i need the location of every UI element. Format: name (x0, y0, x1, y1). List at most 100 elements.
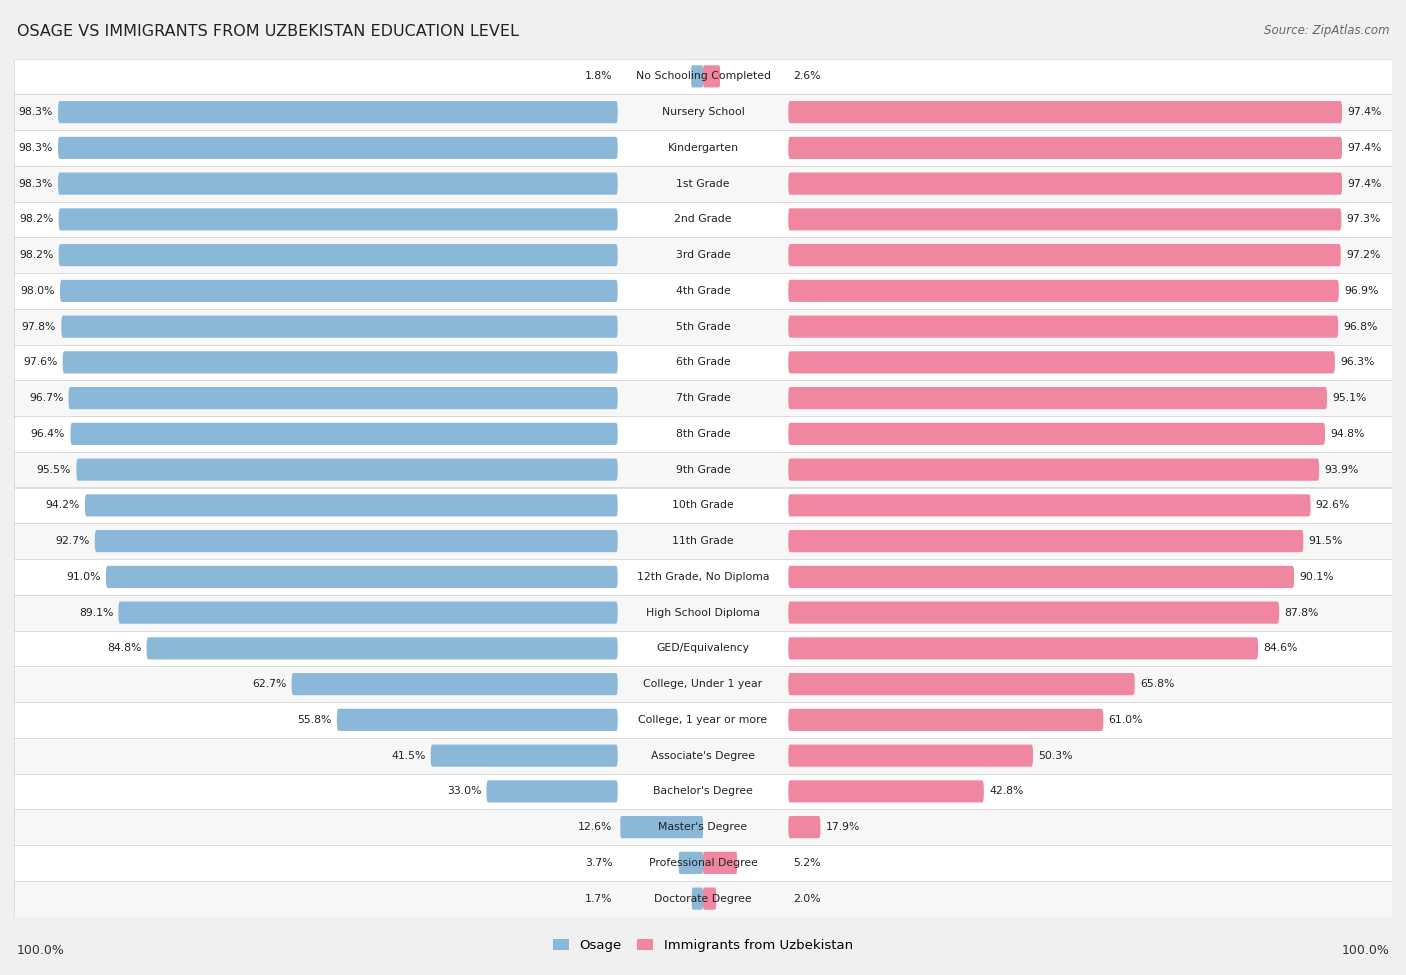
Text: 12th Grade, No Diploma: 12th Grade, No Diploma (637, 572, 769, 582)
FancyBboxPatch shape (58, 136, 617, 159)
FancyBboxPatch shape (69, 387, 617, 410)
FancyBboxPatch shape (789, 530, 1303, 552)
Text: 2.0%: 2.0% (793, 894, 821, 904)
FancyBboxPatch shape (76, 458, 617, 481)
FancyBboxPatch shape (789, 423, 1324, 445)
FancyBboxPatch shape (291, 673, 617, 695)
Text: 5th Grade: 5th Grade (676, 322, 730, 332)
Text: 97.8%: 97.8% (21, 322, 56, 332)
Text: No Schooling Completed: No Schooling Completed (636, 71, 770, 81)
Text: 2.6%: 2.6% (793, 71, 821, 81)
Text: 92.7%: 92.7% (55, 536, 90, 546)
FancyBboxPatch shape (337, 709, 617, 731)
Text: Doctorate Degree: Doctorate Degree (654, 894, 752, 904)
Text: 97.4%: 97.4% (1347, 178, 1382, 188)
Bar (14, 880, 1392, 916)
Text: 91.5%: 91.5% (1309, 536, 1343, 546)
FancyBboxPatch shape (703, 852, 737, 874)
Text: 11th Grade: 11th Grade (672, 536, 734, 546)
Bar (14, 202, 1392, 237)
Text: Associate's Degree: Associate's Degree (651, 751, 755, 760)
FancyBboxPatch shape (692, 887, 703, 910)
Text: College, 1 year or more: College, 1 year or more (638, 715, 768, 724)
FancyBboxPatch shape (789, 745, 1033, 766)
Text: College, Under 1 year: College, Under 1 year (644, 680, 762, 689)
Text: 94.8%: 94.8% (1330, 429, 1365, 439)
FancyBboxPatch shape (789, 387, 1327, 410)
FancyBboxPatch shape (789, 602, 1279, 624)
FancyBboxPatch shape (789, 280, 1339, 302)
Bar (14, 559, 1392, 595)
Text: 98.2%: 98.2% (20, 251, 53, 260)
FancyBboxPatch shape (59, 209, 617, 230)
FancyBboxPatch shape (789, 458, 1319, 481)
Bar (14, 344, 1392, 380)
Text: 97.6%: 97.6% (22, 358, 58, 368)
FancyBboxPatch shape (60, 280, 617, 302)
FancyBboxPatch shape (789, 816, 821, 838)
Bar (14, 702, 1392, 738)
FancyBboxPatch shape (789, 494, 1310, 517)
Text: 10th Grade: 10th Grade (672, 500, 734, 510)
FancyBboxPatch shape (789, 566, 1294, 588)
Text: Bachelor's Degree: Bachelor's Degree (652, 787, 754, 797)
Text: 9th Grade: 9th Grade (676, 465, 730, 475)
Text: Kindergarten: Kindergarten (668, 143, 738, 153)
Text: 7th Grade: 7th Grade (676, 393, 730, 403)
Text: 97.2%: 97.2% (1346, 251, 1381, 260)
Text: 84.8%: 84.8% (107, 644, 142, 653)
Text: 96.8%: 96.8% (1343, 322, 1378, 332)
Text: 97.4%: 97.4% (1347, 143, 1382, 153)
Text: Professional Degree: Professional Degree (648, 858, 758, 868)
Bar (14, 666, 1392, 702)
Bar (14, 237, 1392, 273)
Text: 55.8%: 55.8% (297, 715, 332, 724)
Text: Master's Degree: Master's Degree (658, 822, 748, 832)
Text: 98.3%: 98.3% (18, 107, 53, 117)
Text: 2nd Grade: 2nd Grade (675, 214, 731, 224)
Bar (14, 130, 1392, 166)
Bar (14, 488, 1392, 524)
Text: 50.3%: 50.3% (1038, 751, 1073, 760)
Text: 100.0%: 100.0% (1341, 944, 1389, 957)
Text: 8th Grade: 8th Grade (676, 429, 730, 439)
FancyBboxPatch shape (692, 65, 703, 88)
Text: GED/Equivalency: GED/Equivalency (657, 644, 749, 653)
FancyBboxPatch shape (789, 780, 984, 802)
FancyBboxPatch shape (789, 244, 1341, 266)
Text: 96.9%: 96.9% (1344, 286, 1378, 295)
Bar (14, 773, 1392, 809)
FancyBboxPatch shape (70, 423, 617, 445)
Text: 95.1%: 95.1% (1333, 393, 1367, 403)
Text: Nursery School: Nursery School (662, 107, 744, 117)
FancyBboxPatch shape (94, 530, 617, 552)
Text: 5.2%: 5.2% (793, 858, 821, 868)
FancyBboxPatch shape (146, 638, 617, 659)
Bar (14, 809, 1392, 845)
Text: 1.8%: 1.8% (585, 71, 613, 81)
Bar (14, 58, 1392, 95)
Text: 42.8%: 42.8% (988, 787, 1024, 797)
FancyBboxPatch shape (58, 173, 617, 195)
Text: 96.4%: 96.4% (31, 429, 65, 439)
FancyBboxPatch shape (703, 65, 720, 88)
Text: 84.6%: 84.6% (1264, 644, 1298, 653)
Text: High School Diploma: High School Diploma (647, 607, 759, 617)
Text: 17.9%: 17.9% (825, 822, 860, 832)
Bar (14, 273, 1392, 309)
Legend: Osage, Immigrants from Uzbekistan: Osage, Immigrants from Uzbekistan (548, 933, 858, 957)
Text: Source: ZipAtlas.com: Source: ZipAtlas.com (1264, 24, 1389, 37)
Text: 41.5%: 41.5% (391, 751, 426, 760)
FancyBboxPatch shape (58, 101, 617, 123)
Text: 98.2%: 98.2% (20, 214, 53, 224)
FancyBboxPatch shape (63, 351, 617, 373)
Text: 97.4%: 97.4% (1347, 107, 1382, 117)
FancyBboxPatch shape (789, 173, 1343, 195)
Bar (14, 166, 1392, 202)
FancyBboxPatch shape (430, 745, 617, 766)
FancyBboxPatch shape (59, 244, 617, 266)
FancyBboxPatch shape (789, 136, 1343, 159)
FancyBboxPatch shape (789, 351, 1334, 373)
Text: 93.9%: 93.9% (1324, 465, 1358, 475)
FancyBboxPatch shape (789, 101, 1343, 123)
